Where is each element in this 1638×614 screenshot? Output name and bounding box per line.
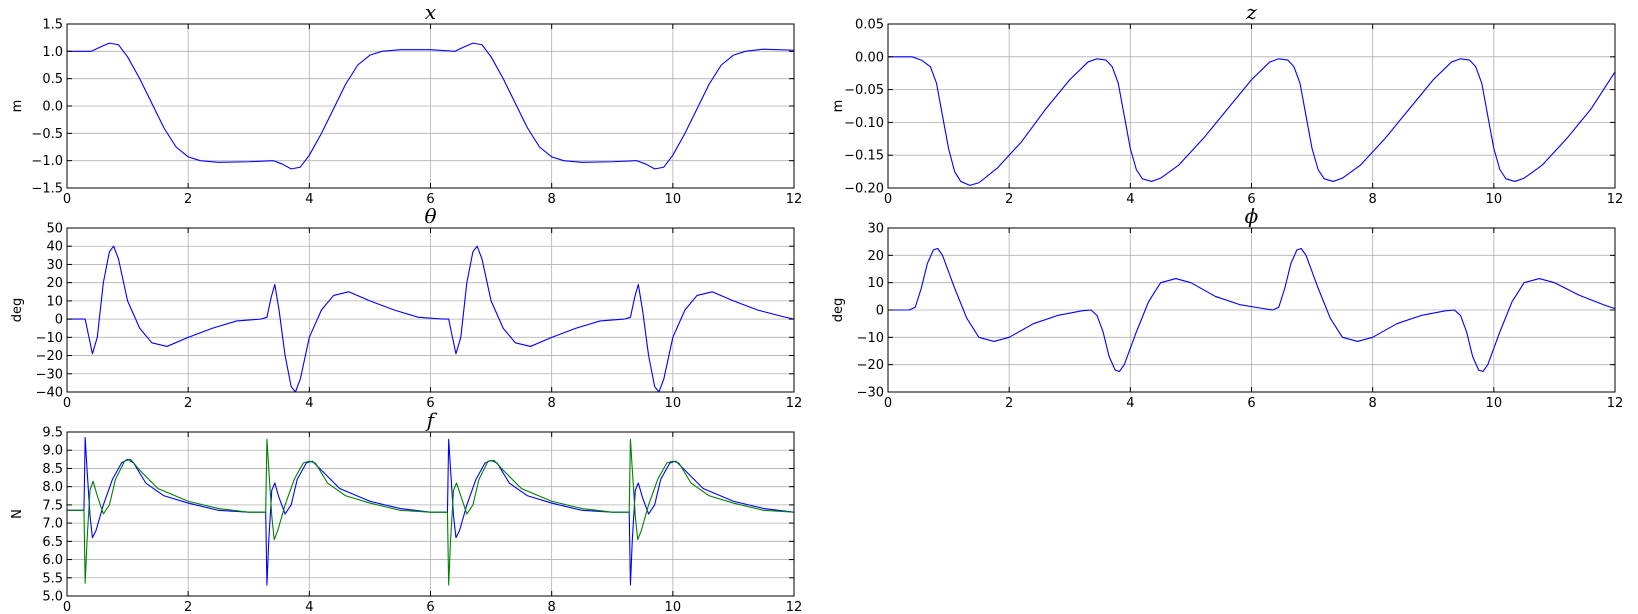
series-line-1 [888, 56, 1616, 186]
series-line-1 [67, 245, 795, 393]
x-tick-label: 2 [1005, 192, 1013, 207]
x-tick-label: 2 [184, 600, 192, 614]
y-tick-label: −40 [36, 386, 63, 401]
y-tick-label: −0.5 [31, 127, 63, 142]
y-tick-label: 6.5 [42, 535, 63, 550]
y-tick-label: 1.5 [42, 18, 63, 33]
y-tick-label: 0 [876, 304, 884, 319]
y-tick-label: −0.05 [844, 83, 884, 98]
y-tick-label: −1.0 [31, 154, 63, 169]
x-tick-label: 0 [63, 600, 71, 614]
y-tick-label: 9.0 [42, 444, 63, 459]
x-tick-label: 8 [548, 396, 556, 411]
y-tick-label: −20 [857, 358, 884, 373]
y-tick-label: 50 [46, 222, 63, 237]
x-tick-label: 0 [63, 396, 71, 411]
y-tick-label: −30 [857, 386, 884, 401]
x-tick-label: 6 [426, 396, 434, 411]
x-tick-label: 8 [548, 600, 556, 614]
series-line-1 [67, 42, 795, 170]
x-tick-label: 10 [1486, 396, 1503, 411]
y-axis-label: deg [10, 298, 25, 323]
y-tick-label: −1.5 [31, 182, 63, 197]
series-line-2 [67, 438, 795, 586]
x-tick-label: 12 [1607, 192, 1624, 207]
y-tick-label: 5.0 [42, 590, 63, 605]
subplot-title: f [425, 408, 438, 432]
x-tick-label: 12 [786, 192, 803, 207]
y-axis-label: deg [831, 298, 846, 323]
y-tick-label: 30 [46, 258, 63, 273]
subplot-title: θ [424, 204, 436, 228]
y-tick-label: 0.00 [855, 50, 884, 65]
x-tick-label: 10 [665, 396, 682, 411]
x-tick-label: 6 [1247, 396, 1255, 411]
subplot-title: ϕ [1245, 204, 1259, 228]
x-tick-label: 0 [884, 396, 892, 411]
x-tick-label: 12 [786, 600, 803, 614]
y-tick-label: 10 [867, 276, 884, 291]
y-tick-label: −10 [857, 331, 884, 346]
subplot-f: 0 2 4 6 8 10 12 5.0 5.5 6.0 6.5 7.0 7.5 8.0 8.5 9.0 9.5 N… [10, 408, 802, 614]
x-tick-label: 2 [1005, 396, 1013, 411]
y-tick-label: 0.0 [42, 100, 63, 115]
x-tick-label: 10 [665, 192, 682, 207]
x-tick-label: 8 [548, 192, 556, 207]
x-tick-label: 4 [1126, 192, 1134, 207]
x-tick-label: 4 [305, 396, 313, 411]
subplot-theta: 0 2 4 6 8 10 12 −40 −30 −20 −10 0 10 20 30 40 50 deg θ [10, 204, 802, 411]
y-tick-label: 6.0 [42, 553, 63, 568]
x-tick-label: 8 [1369, 396, 1377, 411]
y-axis-label: m [10, 100, 25, 113]
subplot-x: 0 2 4 6 8 10 12 −1.5 −1.0 −0.5 0.0 0.5 1.0 1.5 m x [10, 0, 802, 207]
x-tick-label: 4 [305, 600, 313, 614]
y-tick-label: 5.5 [42, 571, 63, 586]
x-tick-label: 8 [1369, 192, 1377, 207]
y-tick-label: −30 [36, 367, 63, 382]
y-tick-label: 9.5 [42, 426, 63, 441]
subplot-title: x [425, 0, 436, 24]
y-tick-label: 30 [867, 222, 884, 237]
y-tick-label: −0.15 [844, 149, 884, 164]
y-tick-label: 8.5 [42, 462, 63, 477]
x-tick-label: 2 [184, 192, 192, 207]
x-tick-label: 0 [63, 192, 71, 207]
y-tick-label: 7.5 [42, 498, 63, 513]
y-tick-label: 0 [55, 313, 63, 328]
y-tick-label: −0.10 [844, 116, 884, 131]
y-tick-label: 20 [46, 276, 63, 291]
x-tick-label: 12 [786, 396, 803, 411]
x-tick-label: 6 [426, 600, 434, 614]
y-tick-label: 10 [46, 294, 63, 309]
x-tick-label: 6 [1247, 192, 1255, 207]
subplot-phi: 0 2 4 6 8 10 12 −30 −20 −10 0 10 20 30 deg ϕ [831, 204, 1623, 411]
y-tick-label: 7.0 [42, 517, 63, 532]
y-tick-label: −20 [36, 349, 63, 364]
y-tick-label: 0.5 [42, 72, 63, 87]
y-tick-label: −10 [36, 331, 63, 346]
x-tick-label: 0 [884, 192, 892, 207]
y-axis-label: N [10, 509, 25, 519]
x-tick-label: 6 [426, 192, 434, 207]
y-tick-label: 1.0 [42, 45, 63, 60]
y-tick-label: 0.05 [855, 18, 884, 33]
x-tick-label: 2 [184, 396, 192, 411]
y-tick-label: 40 [46, 240, 63, 255]
y-axis-label: m [831, 100, 846, 113]
subplot-title: z [1245, 0, 1257, 24]
x-tick-label: 12 [1607, 396, 1624, 411]
y-tick-label: 20 [867, 249, 884, 264]
x-tick-label: 10 [665, 600, 682, 614]
subplot-z: 0 2 4 6 8 10 12 −0.20 −0.15 −0.10 −0.05 0.00 0.05 m z [831, 0, 1623, 207]
x-tick-label: 4 [305, 192, 313, 207]
y-tick-label: 8.0 [42, 480, 63, 495]
x-tick-label: 10 [1486, 192, 1503, 207]
series-line-1 [888, 247, 1616, 373]
x-tick-label: 4 [1126, 396, 1134, 411]
y-tick-label: −0.20 [844, 182, 884, 197]
